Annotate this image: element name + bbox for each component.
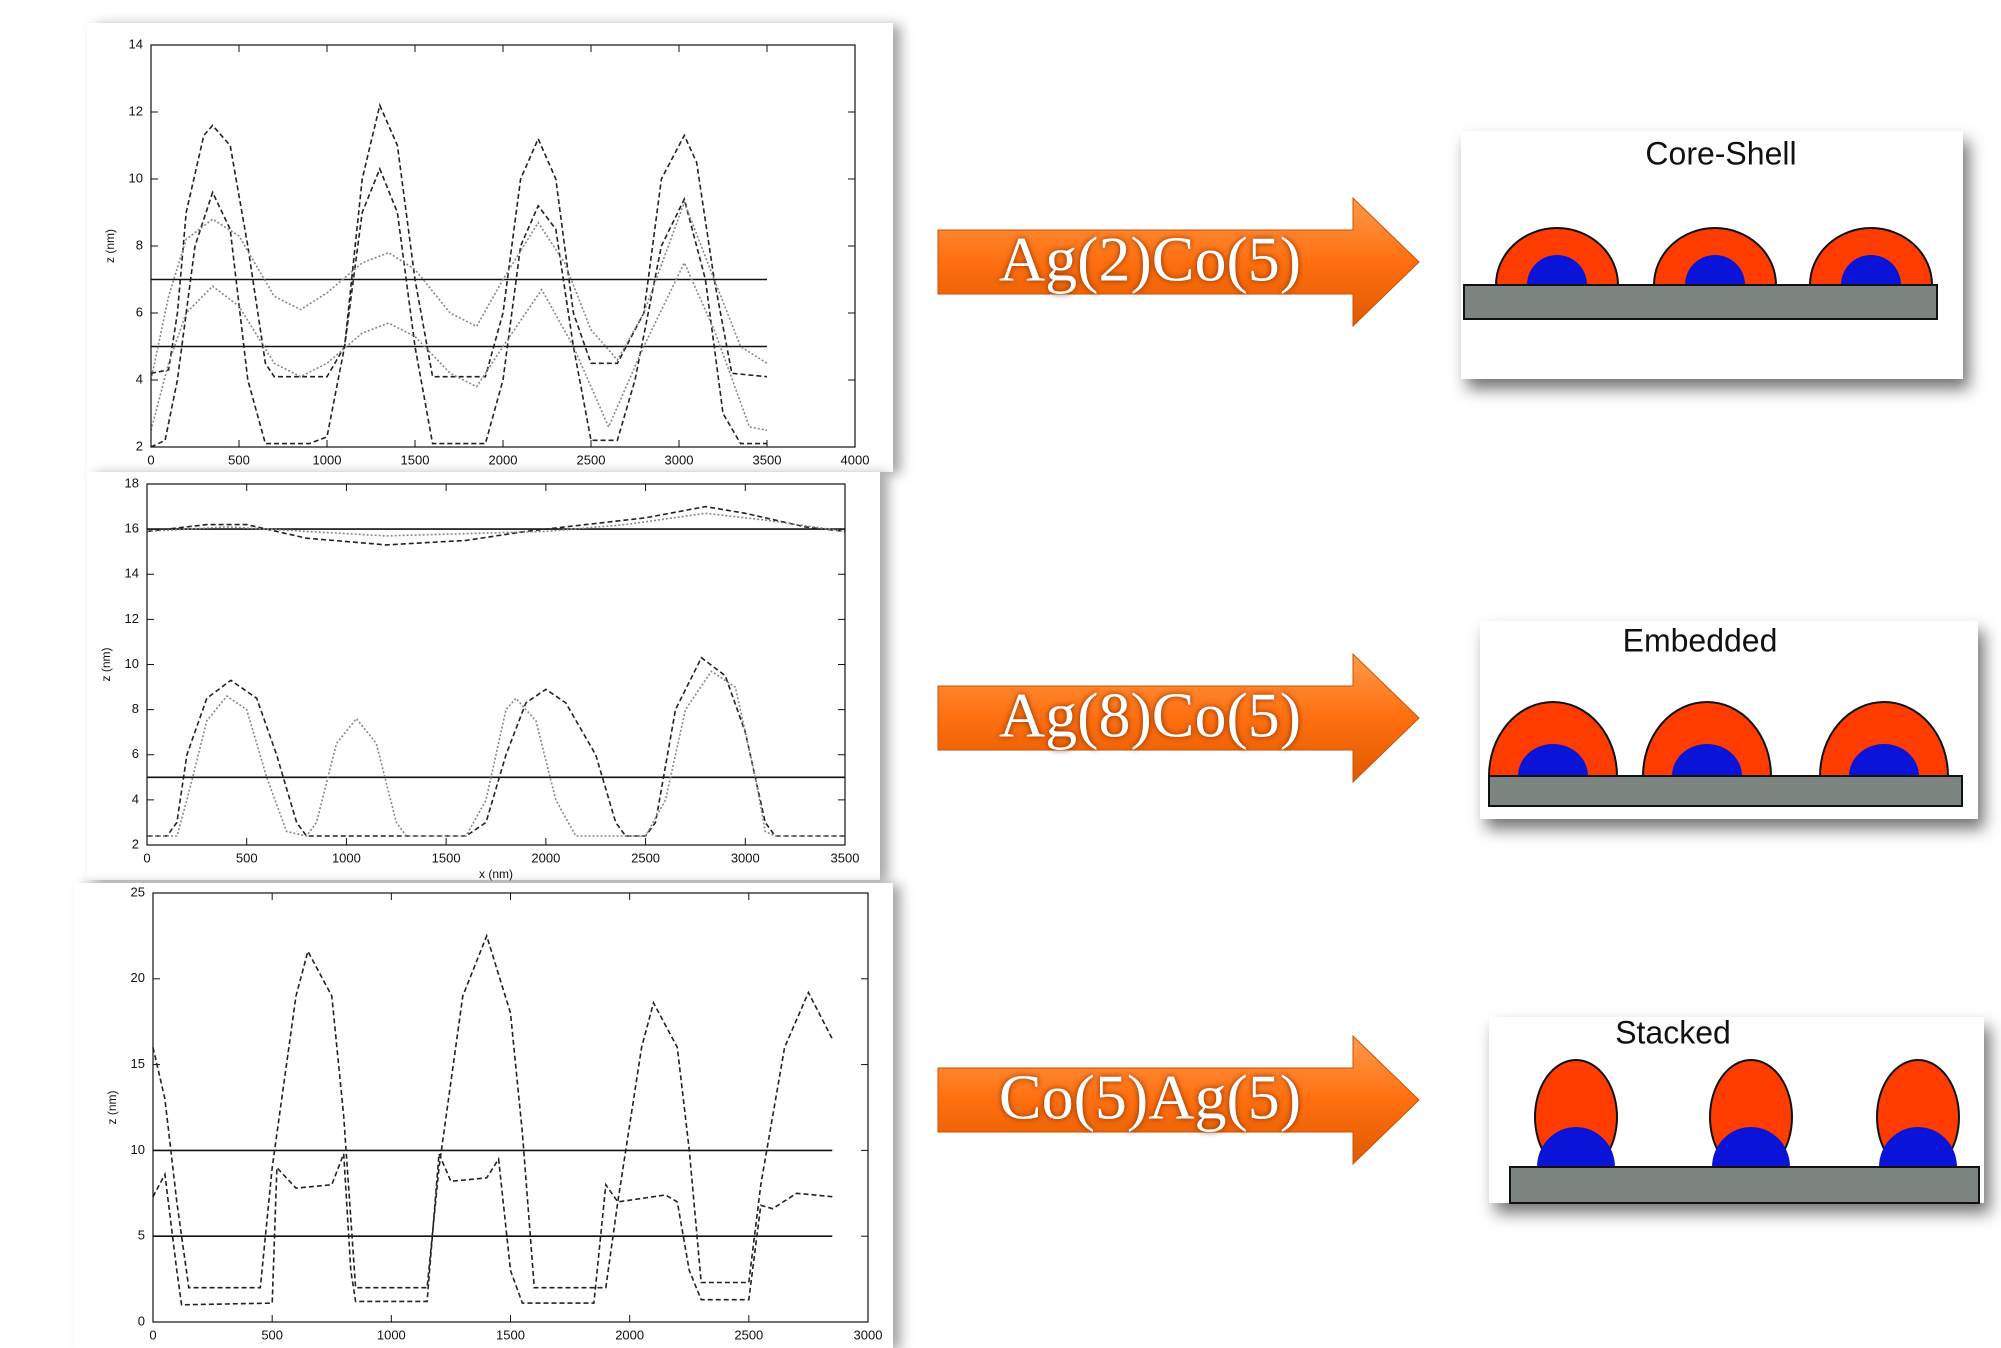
y-axis-label: z (nm) xyxy=(103,229,117,263)
x-tick-label: 500 xyxy=(261,1327,283,1342)
arrow: Ag(8)Co(5) xyxy=(938,654,1419,782)
y-tick-label: 12 xyxy=(129,103,143,118)
x-tick-label: 1000 xyxy=(313,452,342,467)
y-tick-label: 10 xyxy=(129,170,143,185)
x-tick-label: 0 xyxy=(143,850,150,865)
chart-panel xyxy=(74,883,893,1348)
x-tick-label: 500 xyxy=(236,850,258,865)
x-tick-label: 500 xyxy=(228,452,250,467)
x-tick-label: 3500 xyxy=(753,452,782,467)
x-tick-label: 1500 xyxy=(401,452,430,467)
x-axis-label: x (nm) xyxy=(479,867,513,881)
y-tick-label: 4 xyxy=(136,371,143,386)
x-tick-label: 1000 xyxy=(377,1327,406,1342)
y-tick-label: 2 xyxy=(132,836,139,851)
x-tick-label: 1500 xyxy=(432,850,461,865)
diagram-title: Stacked xyxy=(1615,1014,1731,1050)
diagram: Stacked xyxy=(1489,1014,1984,1203)
y-tick-label: 2 xyxy=(136,438,143,453)
arrow-label: Co(5)Ag(5) xyxy=(999,1062,1301,1133)
x-tick-label: 2500 xyxy=(734,1327,763,1342)
x-tick-label: 0 xyxy=(147,452,154,467)
y-tick-label: 14 xyxy=(129,36,143,51)
x-tick-label: 3000 xyxy=(854,1327,883,1342)
y-axis-label: z (nm) xyxy=(99,648,113,682)
y-tick-label: 16 xyxy=(125,521,139,536)
arrow: Ag(2)Co(5) xyxy=(938,198,1419,326)
y-tick-label: 20 xyxy=(131,970,145,985)
arrow-label: Ag(2)Co(5) xyxy=(999,224,1301,295)
x-tick-label: 2000 xyxy=(531,850,560,865)
figure: Ag(2)Co(5) Ag(8)Co(5) Co(5)Ag(5) Core-Sh… xyxy=(0,0,2001,1348)
x-tick-label: 1000 xyxy=(332,850,361,865)
x-tick-label: 2000 xyxy=(489,452,518,467)
diagram: Embedded xyxy=(1480,621,1978,819)
y-tick-label: 5 xyxy=(138,1228,145,1243)
y-tick-label: 4 xyxy=(132,791,139,806)
arrow: Co(5)Ag(5) xyxy=(938,1036,1419,1164)
y-tick-label: 10 xyxy=(131,1142,145,1157)
x-tick-label: 3000 xyxy=(731,850,760,865)
y-tick-label: 6 xyxy=(132,746,139,761)
y-tick-label: 14 xyxy=(125,566,139,581)
x-tick-label: 2500 xyxy=(577,452,606,467)
chart-panel xyxy=(87,23,893,472)
x-tick-label: 1500 xyxy=(496,1327,525,1342)
arrow-label: Ag(8)Co(5) xyxy=(999,680,1301,751)
page: Ag(2)Co(5) Ag(8)Co(5) Co(5)Ag(5) Core-Sh… xyxy=(0,0,2001,1348)
diagram-title: Embedded xyxy=(1623,622,1778,658)
y-tick-label: 15 xyxy=(131,1056,145,1071)
diagram: Core-Shell xyxy=(1461,131,1963,379)
y-axis-label: z (nm) xyxy=(105,1091,119,1125)
diagram-title: Core-Shell xyxy=(1645,135,1796,171)
y-tick-label: 12 xyxy=(125,611,139,626)
x-tick-label: 0 xyxy=(149,1327,156,1342)
y-tick-label: 0 xyxy=(138,1313,145,1328)
y-tick-label: 8 xyxy=(132,701,139,716)
x-tick-label: 3500 xyxy=(831,850,860,865)
y-tick-label: 18 xyxy=(125,475,139,490)
x-tick-label: 3000 xyxy=(665,452,694,467)
y-tick-label: 10 xyxy=(125,656,139,671)
y-tick-label: 8 xyxy=(136,237,143,252)
x-tick-label: 4000 xyxy=(841,452,870,467)
y-tick-label: 6 xyxy=(136,304,143,319)
x-tick-label: 2000 xyxy=(615,1327,644,1342)
x-tick-label: 2500 xyxy=(631,850,660,865)
y-tick-label: 25 xyxy=(131,884,145,899)
